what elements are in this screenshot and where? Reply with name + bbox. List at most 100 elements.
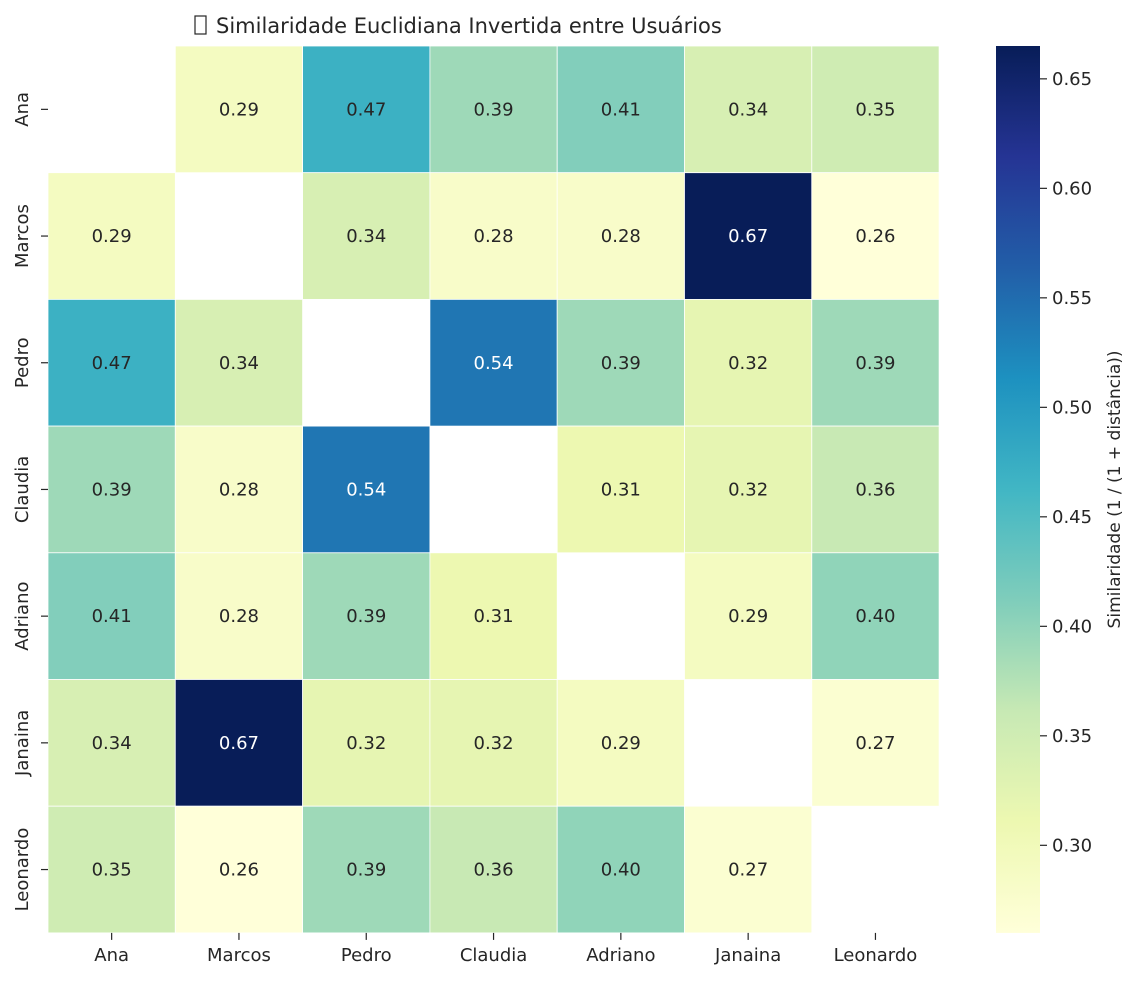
cell-value-label: 0.39 [601, 353, 641, 374]
heatmap-cells [47, 45, 940, 934]
heatmap-cell [811, 425, 940, 554]
chart-title-group: Similaridade Euclidiana Invertida entre … [194, 14, 722, 38]
cell-value-label: 0.27 [728, 860, 768, 881]
y-tick-label: Janaina [12, 710, 33, 777]
y-tick-label: Ana [12, 92, 33, 127]
cell-value-label: 0.41 [601, 99, 641, 120]
heatmap-cell [684, 298, 813, 427]
cell-value-label: 0.34 [346, 226, 386, 247]
y-tick-label: Leonardo [12, 828, 33, 912]
heatmap-cell [556, 425, 685, 554]
cell-annotations: 0.29 0.47 0.39 0.41 0.34 0.35 0.29 0.34 0.28 0.28… [92, 99, 896, 880]
heatmap-cell [556, 45, 685, 174]
cell-value-label: 0.35 [92, 860, 132, 881]
heatmap-cell [684, 552, 813, 680]
missing-glyph-icon [194, 15, 207, 35]
heatmap-cell [556, 172, 685, 300]
heatmap-cell [684, 805, 813, 934]
heatmap-cell [429, 679, 558, 807]
cell-value-label: 0.40 [855, 606, 895, 627]
colorbar-ticks: 0.30 0.35 0.40 0.45 0.50 0.55 0.60 0.65 [1040, 69, 1092, 856]
heatmap-cell [174, 298, 304, 427]
cell-value-label: 0.28 [219, 479, 259, 500]
cell-value-label: 0.32 [346, 733, 386, 754]
heatmap-cell [684, 425, 813, 554]
colorbar-tick-label: 0.40 [1052, 616, 1092, 637]
heatmap-cell [811, 298, 940, 427]
heatmap-cell [684, 45, 813, 174]
colorbar-label: Similaridade (1 / (1 + distância)) [1105, 350, 1125, 628]
cell-value-label: 0.67 [728, 226, 768, 247]
y-tick-label: Claudia [12, 456, 33, 523]
cell-value-label: 0.36 [855, 479, 895, 500]
x-tick-label: Adriano [586, 945, 655, 966]
colorbar-tick-label: 0.45 [1052, 507, 1092, 528]
colorbar-gradient [996, 46, 1040, 933]
y-tick-label: Pedro [12, 337, 33, 388]
heatmap-cell [811, 552, 940, 680]
cell-value-label: 0.31 [601, 479, 641, 500]
heatmap-cell [302, 172, 431, 300]
cell-value-label: 0.39 [855, 353, 895, 374]
heatmap-cell [811, 172, 940, 300]
x-tick-label: Ana [94, 945, 129, 966]
cell-value-label: 0.67 [219, 733, 259, 754]
heatmap-cell [302, 552, 431, 680]
colorbar-tick-label: 0.65 [1052, 69, 1092, 90]
cell-value-label: 0.28 [601, 226, 641, 247]
cell-value-label: 0.29 [601, 733, 641, 754]
heatmap-cell [47, 172, 176, 300]
heatmap-cell [302, 425, 431, 554]
cell-value-label: 0.32 [728, 479, 768, 500]
x-axis-ticks: Ana Marcos Pedro Claudia Adriano Janaina Leona… [94, 932, 917, 966]
cell-value-label: 0.26 [219, 860, 259, 881]
y-tick-label: Adriano [12, 582, 33, 651]
heatmap-cell [47, 679, 176, 807]
cell-value-label: 0.27 [855, 733, 895, 754]
cell-value-label: 0.29 [92, 226, 132, 247]
x-tick-label: Pedro [341, 945, 392, 966]
cell-value-label: 0.26 [855, 226, 895, 247]
cell-value-label: 0.54 [474, 353, 514, 374]
colorbar-tick-label: 0.55 [1052, 288, 1092, 309]
heatmap-cell [556, 298, 685, 427]
colorbar-tick-label: 0.35 [1052, 726, 1092, 747]
heatmap-cell [811, 45, 940, 174]
chart-title: Similaridade Euclidiana Invertida entre … [216, 14, 722, 38]
cell-value-label: 0.35 [855, 99, 895, 120]
cell-value-label: 0.39 [346, 606, 386, 627]
heatmap-cell [174, 805, 304, 934]
colorbar-tick-label: 0.50 [1052, 397, 1092, 418]
heatmap-cell [302, 45, 431, 174]
cell-value-label: 0.32 [728, 353, 768, 374]
cell-value-label: 0.29 [728, 606, 768, 627]
heatmap-cell [47, 805, 176, 934]
heatmap-cell [47, 425, 176, 554]
cell-value-label: 0.32 [474, 733, 514, 754]
x-tick-label: Marcos [207, 945, 271, 966]
cell-value-label: 0.36 [474, 860, 514, 881]
heatmap-cell [174, 552, 304, 680]
heatmap-cell [429, 298, 558, 427]
y-axis-ticks: Ana Marcos Pedro Claudia Adriano Janaina Leona… [12, 92, 48, 911]
heatmap-cell [174, 425, 304, 554]
cell-value-label: 0.39 [346, 860, 386, 881]
heatmap-cell [174, 45, 304, 174]
heatmap-cell [429, 45, 558, 174]
cell-value-label: 0.31 [474, 606, 514, 627]
cell-value-label: 0.39 [474, 99, 514, 120]
cell-value-label: 0.39 [92, 479, 132, 500]
cell-value-label: 0.34 [728, 99, 768, 120]
cell-value-label: 0.54 [346, 479, 386, 500]
colorbar-tick-label: 0.30 [1052, 835, 1092, 856]
cell-value-label: 0.47 [346, 99, 386, 120]
y-tick-label: Marcos [12, 204, 33, 268]
heatmap-cell [429, 552, 558, 680]
heatmap-cell [556, 679, 685, 807]
colorbar-tick-label: 0.60 [1052, 178, 1092, 199]
cell-value-label: 0.40 [601, 860, 641, 881]
cell-value-label: 0.41 [92, 606, 132, 627]
heatmap-cell [302, 805, 431, 934]
heatmap-cell [811, 679, 940, 807]
